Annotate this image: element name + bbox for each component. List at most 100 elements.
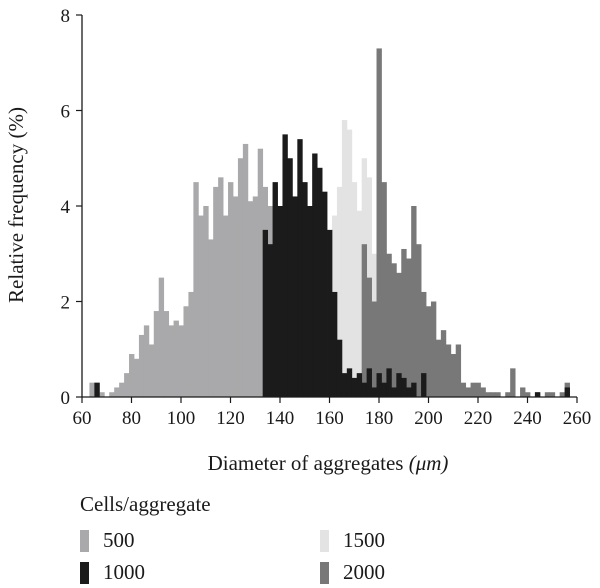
bar-2000-176 xyxy=(366,277,372,398)
bar-500-124 xyxy=(237,158,244,397)
bar-1000-192 xyxy=(406,387,412,397)
bar-1000-182 xyxy=(381,382,387,397)
bar-500-90 xyxy=(153,311,160,397)
bar-500-128 xyxy=(247,201,254,397)
bar-1000-134 xyxy=(262,229,269,398)
bar-2000-202 xyxy=(430,301,437,397)
bar-1000-154 xyxy=(312,153,318,397)
bar-2000-218 xyxy=(470,382,476,397)
bar-500-130 xyxy=(252,196,259,397)
bar-1500-164 xyxy=(336,186,343,397)
x-tick-label-200: 200 xyxy=(414,408,443,429)
x-tick-label-100: 100 xyxy=(167,408,196,429)
bar-2000-238 xyxy=(520,387,526,397)
series-2000 xyxy=(361,48,570,398)
bar-1000-256 xyxy=(564,387,570,397)
bar-2000-188 xyxy=(396,272,402,397)
bar-2000-250 xyxy=(549,392,556,397)
bar-1000-194 xyxy=(411,382,417,397)
bar-2000-222 xyxy=(480,387,486,397)
bar-2000-254 xyxy=(559,392,566,397)
x-tick-label-80: 80 xyxy=(122,408,141,429)
bar-2000-232 xyxy=(505,392,511,397)
bar-1000-160 xyxy=(327,229,333,398)
legend-swatch-1500 xyxy=(320,529,329,552)
bar-500-96 xyxy=(168,325,174,398)
bar-500-82 xyxy=(133,358,140,397)
legend-label-2000: 2000 xyxy=(343,560,385,584)
bar-500-98 xyxy=(173,320,179,397)
bar-500-64 xyxy=(89,382,95,397)
bar-500-74 xyxy=(114,387,120,397)
bar-2000-208 xyxy=(445,344,452,397)
ticks-group: 60 80 100 120 140 160 180 200 220 240 260 0 2 4 6 8 xyxy=(61,6,592,429)
bar-2000-220 xyxy=(475,382,481,397)
bar-500-120 xyxy=(228,182,234,398)
bar-1500-168 xyxy=(346,129,353,397)
x-tick-label-220: 220 xyxy=(464,408,493,429)
bar-2000-226 xyxy=(490,392,496,397)
bar-500-122 xyxy=(232,196,239,397)
legend-label-500: 500 xyxy=(103,528,135,552)
bar-2000-212 xyxy=(455,344,462,397)
bar-1000-164 xyxy=(336,339,343,397)
bar-1000-146 xyxy=(292,196,298,397)
bar-2000-174 xyxy=(361,244,368,397)
bar-1000-188 xyxy=(396,373,402,398)
bar-2000-194 xyxy=(411,206,417,397)
legend-swatch-500 xyxy=(80,529,89,552)
x-tick-label-160: 160 xyxy=(315,408,344,429)
legend-swatch-1000 xyxy=(80,561,89,584)
bar-1000-168 xyxy=(346,368,353,397)
bar-1000-198 xyxy=(421,373,427,398)
bar-2000-178 xyxy=(371,301,377,397)
bar-500-106 xyxy=(193,182,199,398)
bar-1000-148 xyxy=(297,139,303,397)
legend-item-2000: 2000 xyxy=(320,560,385,585)
bar-2000-234 xyxy=(510,368,516,397)
bar-2000-186 xyxy=(391,263,397,397)
bar-500-104 xyxy=(188,291,194,397)
bar-2000-200 xyxy=(426,306,432,397)
bar-1000-190 xyxy=(401,377,407,397)
bar-2000-190 xyxy=(401,248,407,397)
bar-2000-228 xyxy=(495,392,501,397)
x-axis-title: Diameter of aggregates (μm) xyxy=(208,451,449,475)
legend-swatch-2000 xyxy=(320,561,329,584)
bar-500-84 xyxy=(138,334,145,397)
bar-1500-172 xyxy=(356,210,363,397)
bar-500-72 xyxy=(109,392,115,397)
bar-1000-166 xyxy=(341,373,348,398)
bar-1000-162 xyxy=(331,291,338,397)
y-tick-label-2: 2 xyxy=(61,293,71,314)
y-tick-label-6: 6 xyxy=(61,102,71,123)
bar-2000-182 xyxy=(381,182,387,398)
x-tick-label-140: 140 xyxy=(266,408,295,429)
bar-1000-176 xyxy=(366,368,372,397)
bar-1000-172 xyxy=(356,373,363,398)
y-axis-title: Relative frequency (%) xyxy=(4,107,28,303)
bar-2000-240 xyxy=(525,392,531,397)
bar-500-118 xyxy=(223,215,229,397)
bar-500-92 xyxy=(158,277,165,398)
bar-1000-140 xyxy=(277,206,283,397)
x-tick-label-120: 120 xyxy=(216,408,245,429)
bar-500-88 xyxy=(148,344,155,397)
bars-group xyxy=(89,48,570,398)
bar-500-126 xyxy=(242,143,249,397)
bar-500-112 xyxy=(208,239,214,397)
legend-item-1000: 1000 xyxy=(80,560,145,585)
bar-2000-184 xyxy=(386,253,392,397)
bar-500-68 xyxy=(99,392,105,397)
bar-1000-180 xyxy=(376,373,382,398)
bar-1000-174 xyxy=(361,382,368,397)
legend-label-1000: 1000 xyxy=(103,560,145,584)
bar-1000-158 xyxy=(322,191,328,397)
y-tick-label-4: 4 xyxy=(61,197,71,218)
bar-1000-150 xyxy=(302,182,308,398)
bar-500-116 xyxy=(218,177,224,397)
x-tick-label-180: 180 xyxy=(365,408,394,429)
bar-1000-152 xyxy=(307,206,313,397)
x-tick-label-260: 260 xyxy=(563,408,592,429)
